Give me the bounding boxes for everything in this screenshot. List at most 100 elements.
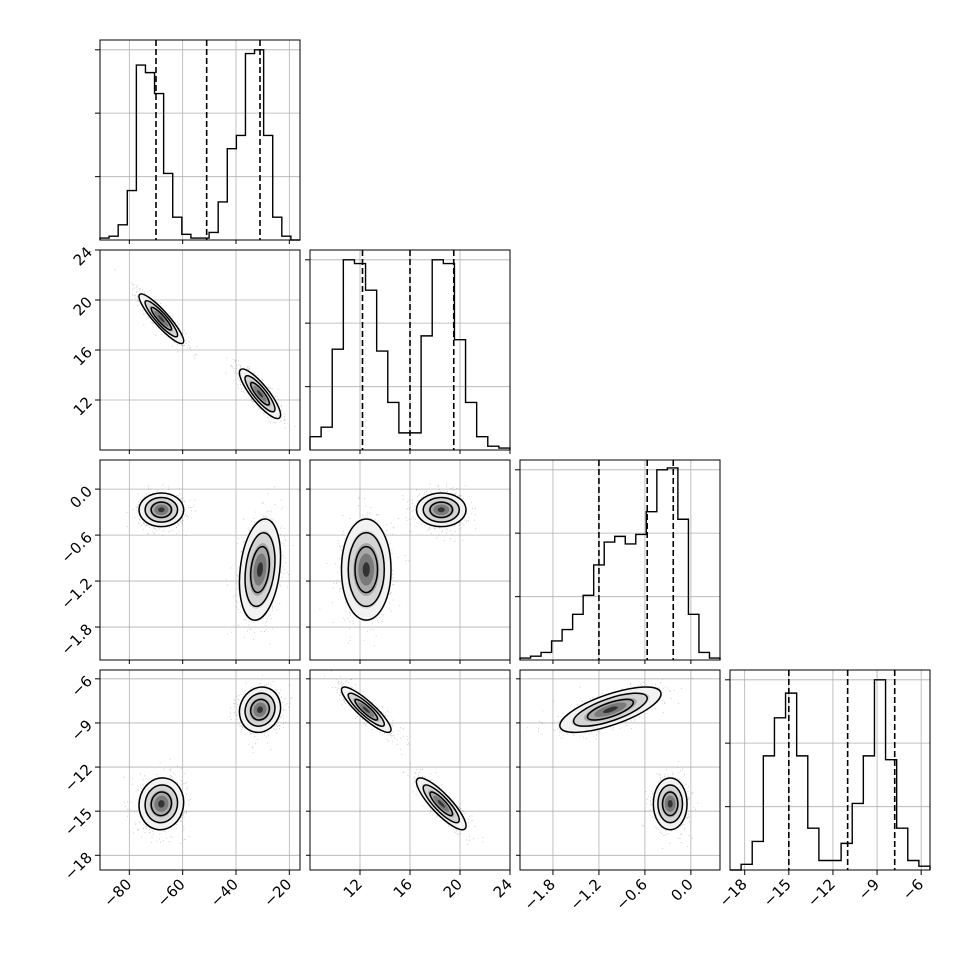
x-tick-label-4-2: −12 bbox=[804, 875, 839, 910]
histogram-panel-4 bbox=[725, 669, 931, 871]
density-panel-4-3-frame bbox=[519, 669, 721, 871]
density-panel-4-1-frame bbox=[99, 669, 301, 871]
density-panel-3-1 bbox=[99, 459, 301, 661]
histogram-panel-1 bbox=[95, 39, 301, 241]
density-panel-4-1-contour-2-3 bbox=[238, 686, 282, 734]
density-panel-4-3-content bbox=[520, 670, 720, 870]
x-tick-label-4-1: −15 bbox=[760, 875, 795, 910]
density-panel-2-1-contour-2-3 bbox=[238, 368, 282, 420]
density-panel-4-1-contour-1-3 bbox=[138, 777, 185, 831]
y-tick-label-4-4: −6 bbox=[68, 672, 96, 700]
density-panel-4-2-content bbox=[310, 670, 510, 870]
x-tick-label-4-3: −9 bbox=[855, 875, 883, 903]
x-tick-label-3-1: −1.2 bbox=[566, 875, 604, 913]
density-panel-3-2-contour-1-2 bbox=[422, 496, 460, 523]
density-panel-4-2 bbox=[309, 669, 511, 871]
density-panel-2-1-density-1-5 bbox=[158, 315, 165, 323]
density-panel-3-1-contour-2-1 bbox=[249, 545, 271, 594]
histogram-panel-4-background bbox=[730, 670, 930, 870]
density-panel-3-2-contour-1-1 bbox=[429, 501, 454, 519]
y-tick-label-2-3: 24 bbox=[70, 243, 96, 269]
density-panel-3-2-contour-1-3 bbox=[415, 492, 467, 528]
density-panel-4-3-density-2-5 bbox=[603, 706, 618, 713]
density-panel-4-1-contour-2-2 bbox=[244, 692, 276, 727]
y-tick-label-4-3: −9 bbox=[68, 716, 96, 744]
density-panel-3-1-contour-2-3 bbox=[238, 518, 282, 621]
density-panel-4-1-contour-2-1 bbox=[249, 698, 271, 721]
histogram-panel-3-frame bbox=[519, 459, 721, 661]
x-tick-label-3-0: −1.8 bbox=[520, 875, 558, 913]
y-tick-label-2-0: 12 bbox=[70, 393, 96, 419]
x-tick-label-4-0: −18 bbox=[716, 875, 751, 910]
x-tick-label-3-2: −0.6 bbox=[612, 875, 650, 913]
x-tick-label-1-1: −60 bbox=[154, 875, 189, 910]
density-panel-3-2-contour-2-2 bbox=[347, 532, 385, 608]
histogram-3-steps bbox=[519, 467, 721, 660]
x-tick-label-3-3: 0.0 bbox=[667, 875, 697, 905]
density-panel-2-1-content bbox=[100, 250, 300, 450]
density-panel-4-3-contour-2-1 bbox=[586, 698, 635, 721]
histogram-panel-2 bbox=[305, 249, 511, 451]
y-tick-label-4-0: −18 bbox=[61, 849, 96, 884]
density-panel-4-1-contour-1-2 bbox=[144, 784, 179, 824]
histogram-panel-3-background bbox=[520, 460, 720, 660]
density-panel-4-3-contour-1-3 bbox=[652, 777, 688, 831]
density-panel-4-2-contour-1-3 bbox=[415, 777, 467, 831]
density-panel-3-2-contour-2-1 bbox=[354, 545, 379, 594]
density-panel-3-2 bbox=[309, 459, 511, 661]
density-panel-4-3 bbox=[519, 669, 721, 871]
density-panel-2-1-density-2-5 bbox=[257, 390, 263, 398]
density-panel-3-1-density-2-5 bbox=[257, 562, 263, 577]
y-tick-label-4-1: −15 bbox=[61, 804, 96, 839]
density-panel-4-3-contour-1-2 bbox=[657, 784, 684, 824]
density-panel-4-1 bbox=[99, 669, 301, 871]
density-panel-2-1 bbox=[99, 249, 301, 451]
density-panel-4-1-content bbox=[100, 670, 300, 870]
histogram-panel-1-background bbox=[100, 40, 300, 240]
density-panel-4-2-contour-1-1 bbox=[429, 791, 454, 817]
density-panel-3-1-frame bbox=[99, 459, 301, 661]
density-panel-4-2-density-2-5 bbox=[362, 706, 370, 713]
density-panel-3-1-contour-1-1 bbox=[150, 501, 173, 519]
density-panel-2-1-contour-2-1 bbox=[249, 381, 271, 406]
y-tick-label-3-3: 0.0 bbox=[66, 482, 96, 512]
density-panel-4-2-contour-2-2 bbox=[347, 692, 386, 727]
density-panel-4-2-density-1-5 bbox=[437, 800, 445, 808]
density-panel-4-1-density-1-5 bbox=[158, 800, 165, 808]
density-panel-4-3-contour-2-3 bbox=[559, 686, 662, 734]
density-panel-4-1-contour-1-1 bbox=[150, 791, 173, 817]
density-panel-2-1-contour-1-2 bbox=[144, 300, 179, 338]
density-panel-3-2-density-1-5 bbox=[437, 507, 445, 513]
density-panel-3-1-contour-1-3 bbox=[138, 492, 185, 528]
density-panel-4-3-contour-1-1 bbox=[661, 791, 679, 817]
x-tick-label-2-2: 20 bbox=[440, 875, 466, 901]
density-panel-3-1-content bbox=[100, 460, 300, 660]
x-tick-label-2-0: 12 bbox=[340, 875, 366, 901]
x-tick-label-1-2: −40 bbox=[207, 875, 242, 910]
y-tick-label-2-2: 20 bbox=[70, 293, 96, 319]
density-panel-3-1-contour-2-2 bbox=[244, 532, 276, 608]
density-panel-4-2-contour-2-3 bbox=[340, 686, 392, 734]
x-tick-label-4-4: −6 bbox=[899, 875, 927, 903]
x-tick-label-1-0: −80 bbox=[100, 875, 135, 910]
x-tick-label-2-3: 24 bbox=[490, 875, 516, 901]
density-panel-3-1-density-1-5 bbox=[158, 507, 165, 513]
density-panel-4-2-contour-1-2 bbox=[422, 784, 460, 824]
density-panel-4-3-density-1-5 bbox=[667, 800, 673, 808]
density-panel-4-2-contour-2-1 bbox=[354, 698, 379, 721]
density-panel-3-1-contour-1-2 bbox=[144, 496, 179, 523]
histogram-panel-1-frame bbox=[99, 39, 301, 241]
density-panel-3-2-density-2-5 bbox=[362, 562, 370, 577]
y-tick-label-2-1: 16 bbox=[70, 343, 96, 369]
density-panel-4-3-contour-2-2 bbox=[572, 692, 648, 727]
density-panel-2-1-contour-2-2 bbox=[244, 374, 276, 413]
histogram-panel-4-frame bbox=[729, 669, 931, 871]
histogram-panel-3 bbox=[515, 459, 721, 661]
density-panel-2-1-contour-1-1 bbox=[150, 306, 173, 331]
x-tick-label-2-1: 16 bbox=[390, 875, 416, 901]
density-panel-2-1-contour-1-3 bbox=[138, 293, 185, 345]
y-tick-label-3-2: −0.6 bbox=[58, 528, 96, 566]
y-tick-label-4-2: −12 bbox=[61, 760, 96, 795]
histogram-4-steps bbox=[730, 679, 931, 871]
